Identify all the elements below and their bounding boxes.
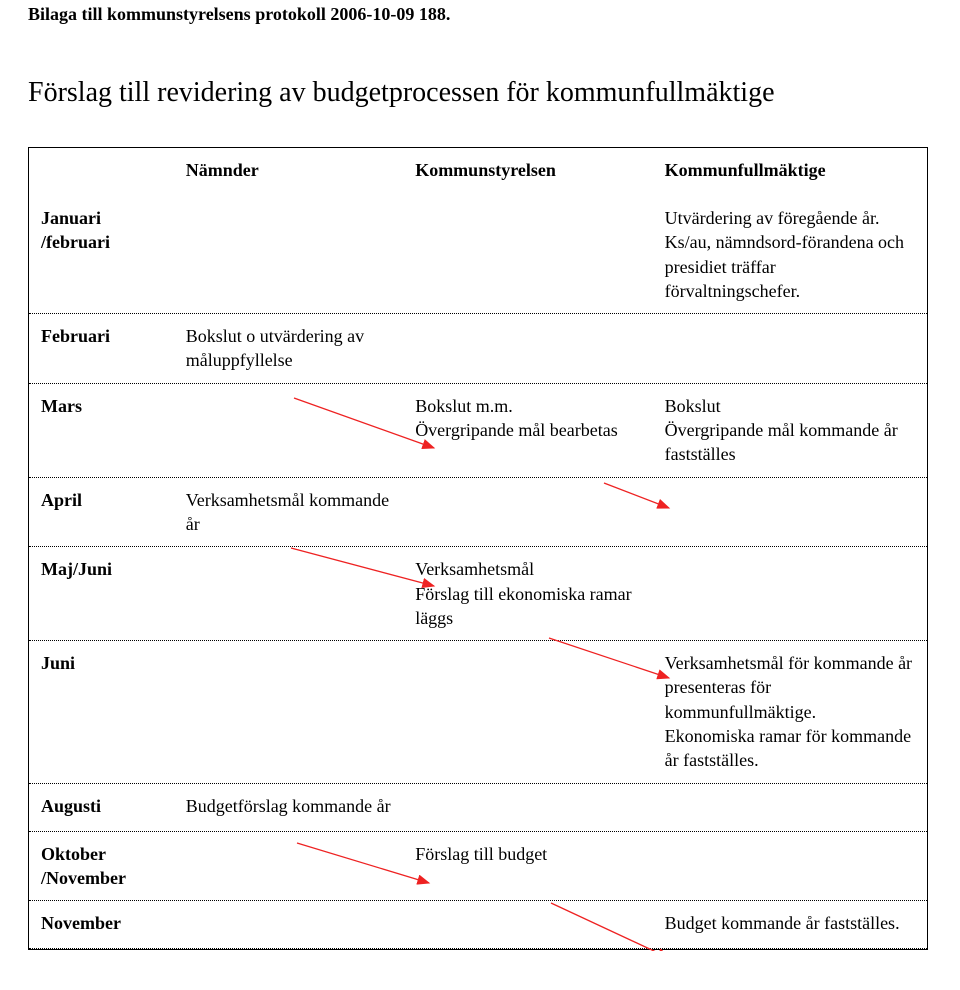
cell-ks [403, 901, 652, 948]
cell-month: November [29, 901, 174, 948]
cell-namnder [174, 196, 403, 313]
cell-kf [653, 314, 927, 383]
cell-namnder [174, 901, 403, 948]
cell-kf [653, 478, 927, 547]
cell-namnder: Budgetförslag kommande år [174, 784, 403, 831]
cell-month: Maj/Juni [29, 547, 174, 640]
cell-month: Mars [29, 384, 174, 477]
budget-process-table: Nämnder Kommunstyrelsen Kommunfullmäktig… [28, 147, 928, 950]
cell-month: Januari /februari [29, 196, 174, 313]
cell-kf: Budget kommande år fastställes. [653, 901, 927, 948]
cell-ks [403, 196, 652, 313]
table-row: Juni Verksamhetsmål för kommande år pres… [29, 641, 927, 783]
cell-ks: VerksamhetsmålFörslag till ekonomiska ra… [403, 547, 652, 640]
header-month [29, 148, 174, 196]
cell-namnder [174, 641, 403, 782]
cell-month: Augusti [29, 784, 174, 831]
table-row: Mars Bokslut m.m.Övergripande mål bearbe… [29, 384, 927, 478]
table-row: Januari /februari Utvärdering av föregåe… [29, 196, 927, 314]
cell-month: April [29, 478, 174, 547]
cell-ks: Bokslut m.m.Övergripande mål bearbetas [403, 384, 652, 477]
table-row: November Budget kommande år fastställes. [29, 901, 927, 949]
cell-namnder: Bokslut o utvärdering av måluppfyllelse [174, 314, 403, 383]
cell-month: Oktober /November [29, 832, 174, 901]
cell-kf [653, 832, 927, 901]
cell-namnder: Verksamhetsmål kommande år [174, 478, 403, 547]
cell-kf [653, 547, 927, 640]
cell-kf [653, 784, 927, 831]
table-row: Oktober /November Förslag till budget [29, 832, 927, 902]
cell-namnder [174, 547, 403, 640]
cell-month: Februari [29, 314, 174, 383]
cell-namnder [174, 384, 403, 477]
table-row: April Verksamhetsmål kommande år [29, 478, 927, 548]
cell-kf: Verksamhetsmål för kommande år presenter… [653, 641, 927, 782]
header-ks: Kommunstyrelsen [403, 148, 652, 196]
table-row: Februari Bokslut o utvärdering av målupp… [29, 314, 927, 384]
table-row: Augusti Budgetförslag kommande år [29, 784, 927, 832]
cell-ks [403, 478, 652, 547]
cell-ks [403, 784, 652, 831]
attachment-header: Bilaga till kommunstyrelsens protokoll 2… [28, 4, 932, 25]
cell-ks [403, 314, 652, 383]
cell-kf: Utvärdering av föregående år. Ks/au, näm… [653, 196, 927, 313]
header-namnder: Nämnder [174, 148, 403, 196]
cell-ks: Förslag till budget [403, 832, 652, 901]
cell-ks [403, 641, 652, 782]
header-kf: Kommunfullmäktige [653, 148, 927, 196]
cell-month: Juni [29, 641, 174, 782]
table-header-row: Nämnder Kommunstyrelsen Kommunfullmäktig… [29, 148, 927, 196]
cell-kf: BokslutÖvergripande mål kommande år fast… [653, 384, 927, 477]
cell-namnder [174, 832, 403, 901]
table-row: Maj/Juni VerksamhetsmålFörslag till ekon… [29, 547, 927, 641]
document-title: Förslag till revidering av budgetprocess… [28, 77, 932, 109]
